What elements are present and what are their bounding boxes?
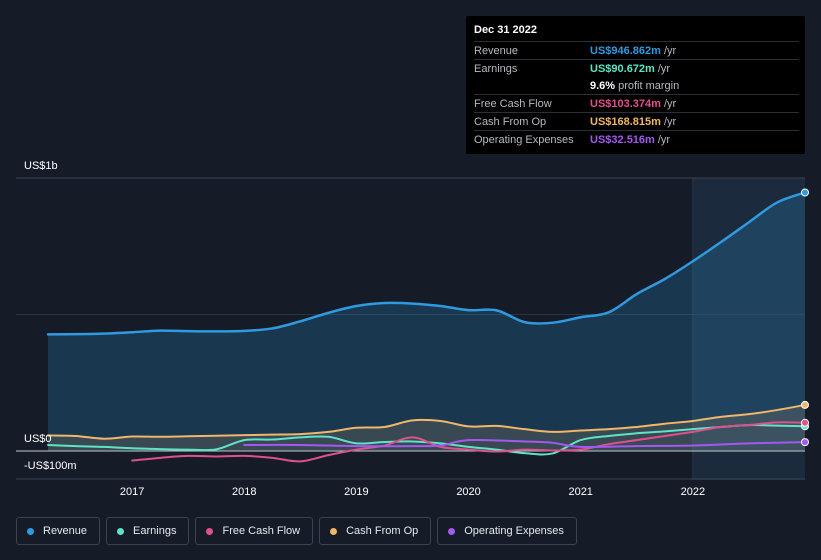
tooltip-row-free-cash-flow: Free Cash Flow US$103.374m/yr [474,94,799,112]
legend-dot-icon [27,527,34,535]
chart-plot: 2017 2018 2019 2020 2021 2022 [16,177,809,498]
tooltip-row-unit: /yr [663,44,677,57]
chart-legend: Revenue Earnings Free Cash Flow Cash From O… [16,517,577,545]
revenue-end-point [801,188,809,197]
revenue-area [48,192,805,452]
highlight-band [692,178,805,480]
tooltip-row-label: Cash From Op [474,115,547,128]
tooltip-row-unit: /yr [657,133,671,146]
operating-expenses-line [243,438,806,449]
free-cash-flow-end-point [801,418,809,427]
legend-item-revenue[interactable]: Revenue [16,517,101,545]
x-tick-label: 2018 [232,486,256,498]
legend-dot-icon [206,527,214,535]
legend-item-cash-from-op[interactable]: Cash From Op [319,517,432,545]
cash-from-op-line [47,403,806,440]
tooltip-row-label: Earnings [474,62,518,75]
tooltip-row-value: US$103.374m [590,97,661,110]
legend-label: Revenue [43,525,88,537]
tooltip-row-unit: /yr [657,62,671,75]
tooltip-row-label: Free Cash Flow [474,97,552,110]
cash-from-op-area [48,404,805,451]
revenue-line [46,191,807,336]
tooltip-row-earnings: Earnings US$90.672m/yr [474,59,799,77]
data-tooltip: Dec 31 2022 Revenue US$946.862m/yr Earning… [466,16,805,154]
y-tick-label-zero: US$0 [24,433,52,445]
legend-dot-icon [117,527,125,535]
x-tick-label: 2021 [568,486,592,498]
x-tick-label: 2019 [344,486,368,498]
tooltip-row-unit: profit margin [618,79,680,92]
tooltip-row-label: Operating Expenses [474,133,574,146]
tooltip-row-profit-margin: 9.6% profit margin [474,77,799,94]
x-tick-label: 2022 [681,486,705,498]
x-tick-label: 2020 [456,486,480,498]
tooltip-row-label: Revenue [474,44,519,57]
legend-label: Operating Expenses [464,525,564,537]
tooltip-row-value: US$168.815m [590,115,661,128]
legend-dot-icon [448,527,456,535]
cash-from-op-end-point [801,400,809,409]
legend-item-earnings[interactable]: Earnings [106,517,190,545]
tooltip-row-revenue: Revenue US$946.862m/yr [474,41,799,59]
legend-dot-icon [330,527,338,535]
tooltip-date: Dec 31 2022 [474,24,537,36]
tooltip-row-operating-expenses: Operating Expenses US$32.516m/yr [474,130,799,148]
tooltip-row-cash-from-op: Cash From Op US$168.815m/yr [474,112,799,130]
legend-label: Cash From Op [346,525,419,537]
y-tick-label-top: US$1b [24,160,58,172]
tooltip-row-value: 9.6% [590,79,616,92]
x-tick-label: 2017 [120,486,144,498]
tooltip-row-value: US$946.862m [590,44,661,57]
legend-item-free-cash-flow[interactable]: Free Cash Flow [195,517,314,545]
tooltip-row-value: US$32.516m [590,133,655,146]
tooltip-row-unit: /yr [663,97,677,110]
y-tick-label-bottom: -US$100m [24,460,77,472]
operating-expenses-end-point [801,438,809,447]
legend-item-operating-expenses[interactable]: Operating Expenses [437,517,577,545]
free-cash-flow-line [131,421,806,463]
legend-label: Earnings [133,525,177,537]
tooltip-row-unit: /yr [663,115,677,128]
tooltip-row-value: US$90.672m [590,62,655,75]
legend-label: Free Cash Flow [222,525,301,537]
